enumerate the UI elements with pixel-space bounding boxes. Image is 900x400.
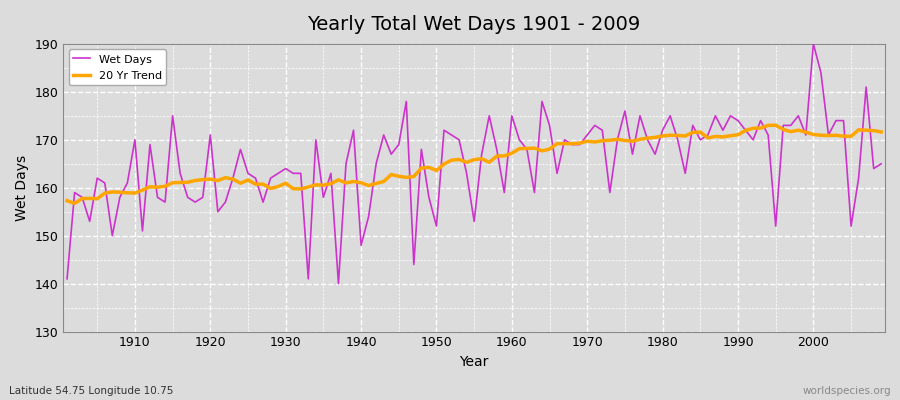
Wet Days: [605, 190, 616, 195]
20 Yr Trend: [514, 146, 525, 151]
Y-axis label: Wet Days: Wet Days: [15, 155, 29, 221]
20 Yr Trend: [62, 198, 73, 203]
Line: 20 Yr Trend: 20 Yr Trend: [68, 125, 881, 204]
20 Yr Trend: [507, 151, 517, 156]
Line: Wet Days: Wet Days: [68, 44, 881, 284]
20 Yr Trend: [876, 130, 886, 134]
X-axis label: Year: Year: [460, 355, 489, 369]
Title: Yearly Total Wet Days 1901 - 2009: Yearly Total Wet Days 1901 - 2009: [308, 15, 641, 34]
20 Yr Trend: [770, 123, 781, 128]
20 Yr Trend: [340, 180, 351, 185]
20 Yr Trend: [605, 138, 616, 143]
Wet Days: [507, 114, 517, 118]
Text: worldspecies.org: worldspecies.org: [803, 386, 891, 396]
Wet Days: [62, 276, 73, 281]
20 Yr Trend: [69, 201, 80, 206]
Legend: Wet Days, 20 Yr Trend: Wet Days, 20 Yr Trend: [68, 50, 166, 86]
Text: Latitude 54.75 Longitude 10.75: Latitude 54.75 Longitude 10.75: [9, 386, 174, 396]
20 Yr Trend: [295, 186, 306, 191]
Wet Days: [122, 180, 133, 185]
Wet Days: [514, 137, 525, 142]
20 Yr Trend: [130, 191, 140, 196]
Wet Days: [333, 281, 344, 286]
Wet Days: [808, 42, 819, 46]
Wet Days: [340, 161, 351, 166]
Wet Days: [288, 171, 299, 176]
Wet Days: [876, 161, 886, 166]
